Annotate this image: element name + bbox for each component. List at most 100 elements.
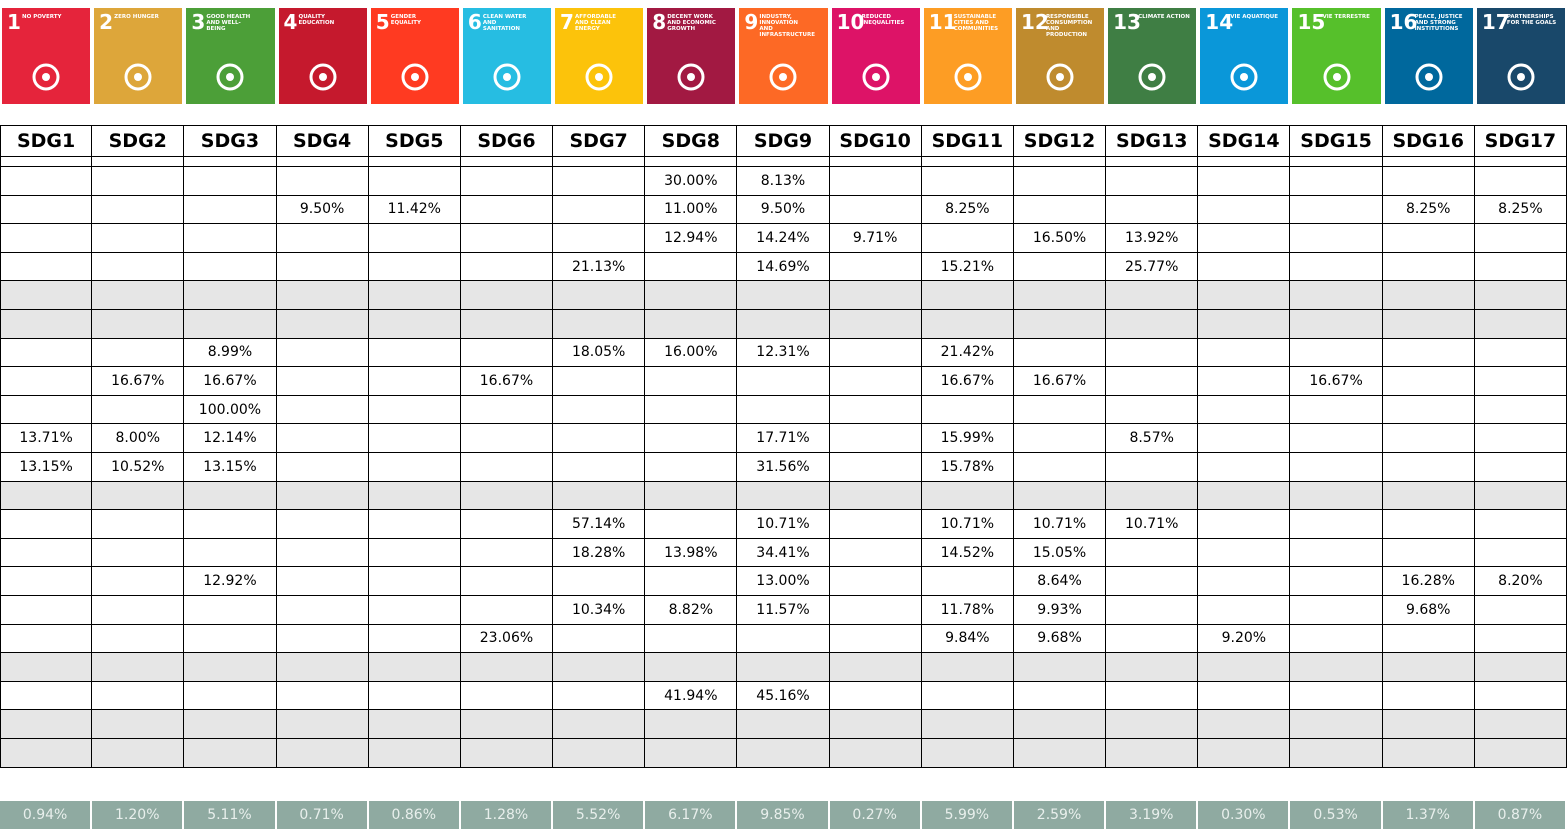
table-cell [553,710,646,739]
sdg-glyph [306,60,340,94]
total-cell: 0.86% [368,801,461,829]
table-cell: 8.99% [184,338,277,368]
sdg-glyph [674,60,708,94]
table-cell [460,157,554,167]
table-cell [737,624,830,654]
table-cell: 15.99% [921,424,1014,453]
table-cell [645,567,738,596]
table-cell [737,710,830,739]
table-cell [184,157,277,167]
header-cell: SDG16 [1382,125,1475,157]
sdg-glyph [951,60,985,94]
table-cell [368,424,461,453]
sdg-title: VIE TERRESTRE [1322,14,1370,20]
total-cell: 0.27% [829,801,922,829]
table-cell: 18.28% [553,538,646,568]
total-cell: 1.20% [92,801,185,829]
table-cell: 16.67% [921,367,1014,396]
table-cell [184,596,277,625]
table-cell [553,424,646,453]
table-cell [1290,224,1383,253]
table-cell [460,453,554,482]
total-cell: 3.19% [1106,801,1199,829]
table-cell [921,281,1014,310]
total-cell: 5.52% [553,801,646,829]
table-cell [1198,653,1291,682]
total-cell: 1.28% [460,801,554,829]
table-cell [92,395,185,425]
table-cell [1474,424,1567,453]
table-cell [921,310,1014,339]
table-cell [184,739,277,768]
table-cell [368,395,461,425]
sdg-title: VIE AQUATIQUE [1230,14,1279,20]
table-cell: 10.52% [92,453,185,482]
table-cell [1198,157,1291,167]
table-cell [829,195,922,225]
table-cell [184,624,277,654]
table-cell: 14.69% [737,252,830,282]
table-cell [92,681,185,711]
table-cell [553,567,646,596]
table-cell [460,653,554,682]
table-cell [737,395,830,425]
table-cell [92,624,185,654]
sdg-title: GOOD HEALTH AND WELL-BEING [206,14,251,32]
table-cell [276,310,369,339]
table-cell [921,710,1014,739]
table-cell [184,481,277,511]
table-cell [1474,338,1567,368]
table-cell [829,710,922,739]
table-cell [1013,395,1107,425]
table-cell [92,252,185,282]
table-cell: 31.56% [737,453,830,482]
table-cell: 15.78% [921,453,1014,482]
table-cell: 13.00% [737,567,830,596]
table-cell [1382,510,1475,539]
table-cell: 11.78% [921,596,1014,625]
table-cell [829,681,922,711]
header-cell: SDG8 [645,125,738,157]
table-cell [460,681,554,711]
table-cell [1013,157,1107,167]
sdg-title: QUALITY EDUCATION [298,14,335,26]
table-cell [1474,453,1567,482]
table-cell: 12.14% [184,424,277,453]
table-cell: 8.20% [1474,567,1567,596]
sdg-title: AFFORDABLE AND CLEAN ENERGY [575,14,617,32]
table-cell [553,157,646,167]
table-cell [645,453,738,482]
table-cell [368,710,461,739]
table-cell: 9.50% [276,195,369,225]
table-cell [368,481,461,511]
header-cell: SDG10 [829,125,922,157]
table-cell [276,157,369,167]
table-cell [1382,167,1475,196]
table-cell [737,281,830,310]
table-cell [276,510,369,539]
table-cell: 21.42% [921,338,1014,368]
table-cell [1290,338,1383,368]
table-cell [460,224,554,253]
table-cell [184,281,277,310]
table-cell [553,224,646,253]
table-cell [1198,453,1291,482]
header-cell: SDG17 [1474,125,1567,157]
table-cell [1013,338,1107,368]
table-cell [184,310,277,339]
table-cell [0,681,93,711]
table-cell [829,281,922,310]
table-cell [1106,310,1199,339]
table-cell [184,538,277,568]
table-cell [829,481,922,511]
sdg-icon: 10 REDUCED INEQUALITIES [831,8,920,104]
sdg-number: 16 [1389,10,1418,34]
table-cell: 14.24% [737,224,830,253]
table-cell [184,224,277,253]
table-cell [1382,395,1475,425]
table-cell [553,281,646,310]
table-cell [92,567,185,596]
table-cell [1474,252,1567,282]
table-cell: 8.57% [1106,424,1199,453]
table-cell [645,157,738,167]
